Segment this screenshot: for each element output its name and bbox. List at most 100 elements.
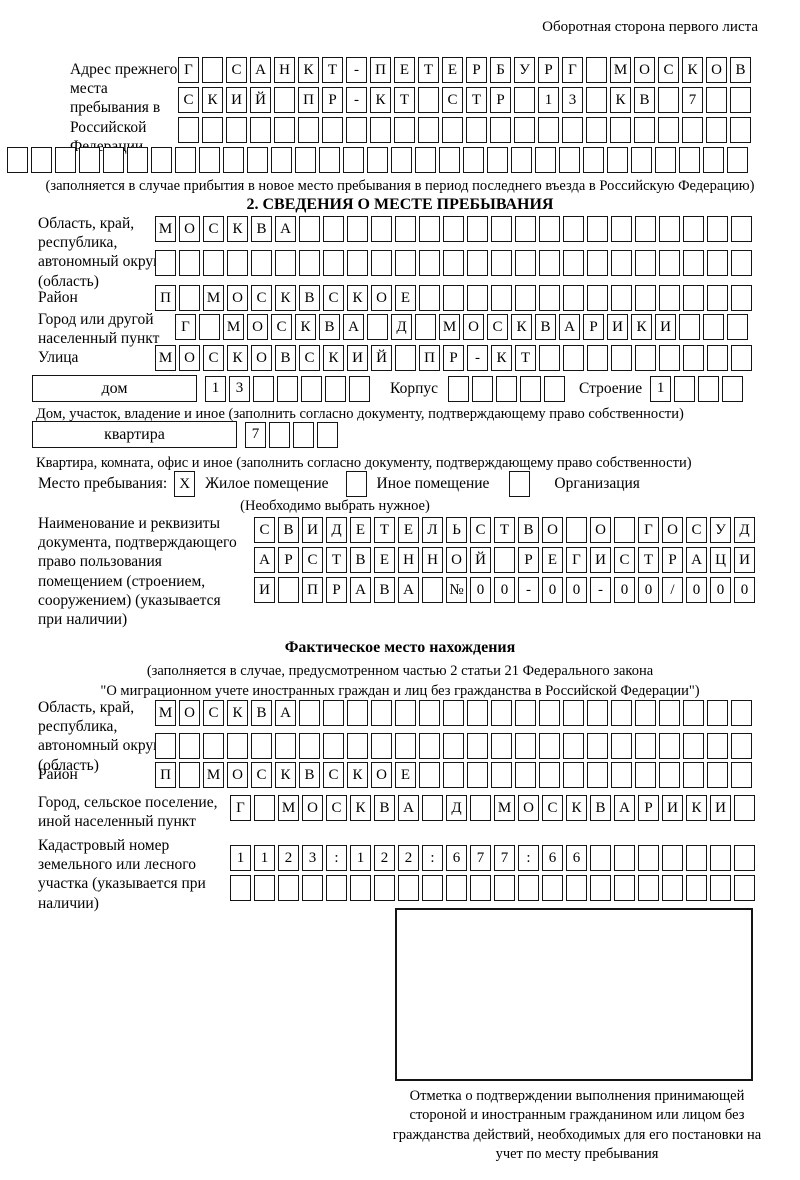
char-cell[interactable] [472, 375, 493, 402]
char-cell[interactable] [223, 147, 244, 173]
char-cell[interactable] [662, 875, 683, 901]
char-cell[interactable] [734, 875, 755, 901]
char-cell[interactable] [350, 875, 371, 901]
char-cell[interactable]: О [179, 345, 200, 371]
char-cell[interactable]: - [518, 577, 539, 603]
char-cell[interactable]: 3 [229, 375, 250, 402]
char-cell[interactable]: А [614, 795, 635, 821]
char-cell[interactable] [539, 216, 560, 242]
char-cell[interactable]: Й [371, 345, 392, 371]
char-cell[interactable] [199, 147, 220, 173]
char-cell[interactable] [415, 314, 436, 340]
char-cell[interactable] [418, 87, 439, 113]
char-cell[interactable]: К [275, 762, 296, 788]
char-cell[interactable]: Т [322, 57, 343, 83]
char-cell[interactable] [271, 147, 292, 173]
char-cell[interactable]: - [346, 57, 367, 83]
char-cell[interactable]: О [662, 517, 683, 543]
char-cell[interactable]: 0 [542, 577, 563, 603]
char-cell[interactable] [227, 733, 248, 759]
char-cell[interactable] [731, 733, 752, 759]
char-cell[interactable]: 0 [566, 577, 587, 603]
char-cell[interactable] [178, 117, 199, 143]
char-cell[interactable]: О [251, 345, 272, 371]
char-cell[interactable]: Е [395, 285, 416, 311]
char-cell[interactable]: 3 [562, 87, 583, 113]
char-cell[interactable]: С [226, 57, 247, 83]
char-cell[interactable] [398, 875, 419, 901]
char-cell[interactable] [439, 147, 460, 173]
char-cell[interactable]: 1 [538, 87, 559, 113]
char-cell[interactable]: 1 [230, 845, 251, 871]
char-cell[interactable]: И [347, 345, 368, 371]
char-cell[interactable] [611, 250, 632, 276]
char-cell[interactable]: О [179, 700, 200, 726]
char-cell[interactable] [391, 147, 412, 173]
char-cell[interactable] [559, 147, 580, 173]
char-cell[interactable] [323, 733, 344, 759]
char-cell[interactable] [679, 147, 700, 173]
char-cell[interactable]: Т [494, 517, 515, 543]
char-cell[interactable] [638, 875, 659, 901]
char-cell[interactable] [470, 875, 491, 901]
char-cell[interactable] [155, 250, 176, 276]
char-cell[interactable]: С [271, 314, 292, 340]
char-cell[interactable] [587, 216, 608, 242]
char-cell[interactable]: Т [638, 547, 659, 573]
char-cell[interactable] [227, 250, 248, 276]
char-cell[interactable]: Р [662, 547, 683, 573]
char-cell[interactable]: И [254, 577, 275, 603]
char-cell[interactable]: Ц [710, 547, 731, 573]
char-cell[interactable] [275, 733, 296, 759]
char-cell[interactable] [563, 345, 584, 371]
char-cell[interactable]: Т [515, 345, 536, 371]
char-cell[interactable] [422, 795, 443, 821]
char-cell[interactable] [638, 845, 659, 871]
char-cell[interactable] [419, 762, 440, 788]
char-cell[interactable] [563, 250, 584, 276]
char-cell[interactable]: К [347, 762, 368, 788]
char-cell[interactable] [317, 421, 338, 448]
char-cell[interactable] [343, 147, 364, 173]
char-cell[interactable]: 7 [682, 87, 703, 113]
char-cell[interactable]: В [374, 577, 395, 603]
char-cell[interactable] [587, 762, 608, 788]
char-cell[interactable]: М [203, 762, 224, 788]
char-cell[interactable]: И [226, 87, 247, 113]
char-cell[interactable] [442, 117, 463, 143]
char-cell[interactable] [658, 87, 679, 113]
char-cell[interactable]: 0 [734, 577, 755, 603]
char-cell[interactable] [683, 345, 704, 371]
char-cell[interactable] [202, 117, 223, 143]
char-cell[interactable] [7, 147, 28, 173]
char-cell[interactable] [539, 762, 560, 788]
char-cell[interactable]: М [278, 795, 299, 821]
char-cell[interactable] [347, 700, 368, 726]
char-cell[interactable]: В [374, 795, 395, 821]
char-cell[interactable] [583, 147, 604, 173]
char-cell[interactable]: 0 [470, 577, 491, 603]
char-cell[interactable] [683, 733, 704, 759]
char-cell[interactable]: 2 [278, 845, 299, 871]
char-cell[interactable]: - [346, 87, 367, 113]
char-cell[interactable]: П [155, 285, 176, 311]
char-cell[interactable] [659, 345, 680, 371]
char-cell[interactable] [511, 147, 532, 173]
char-cell[interactable] [610, 117, 631, 143]
char-cell[interactable]: С [203, 216, 224, 242]
char-cell[interactable] [448, 375, 469, 402]
char-cell[interactable] [443, 216, 464, 242]
char-cell[interactable]: К [227, 700, 248, 726]
char-cell[interactable]: В [299, 285, 320, 311]
char-cell[interactable] [299, 216, 320, 242]
char-cell[interactable] [566, 875, 587, 901]
char-cell[interactable] [322, 117, 343, 143]
char-cell[interactable] [535, 147, 556, 173]
char-cell[interactable]: У [514, 57, 535, 83]
char-cell[interactable]: К [682, 57, 703, 83]
char-cell[interactable] [539, 733, 560, 759]
char-cell[interactable] [686, 845, 707, 871]
char-cell[interactable]: В [251, 700, 272, 726]
char-cell[interactable] [659, 762, 680, 788]
char-cell[interactable] [707, 285, 728, 311]
